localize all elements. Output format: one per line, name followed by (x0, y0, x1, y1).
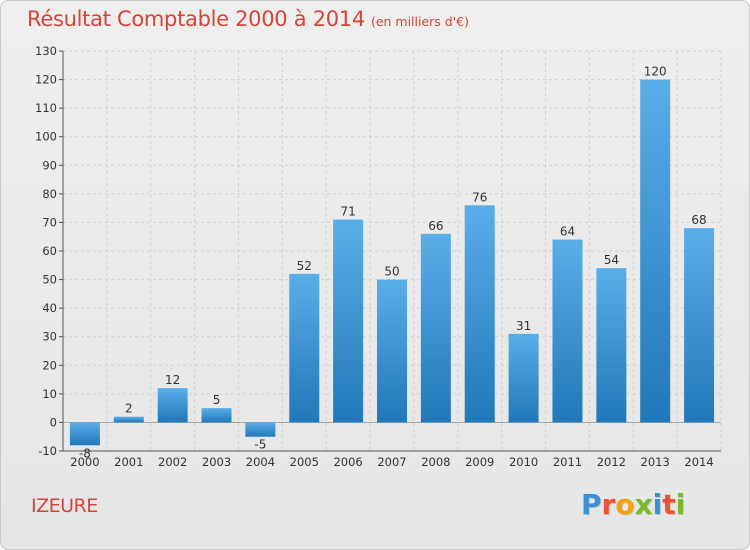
x-tick-label: 2000 (70, 455, 99, 469)
logo-letter: x (634, 488, 653, 521)
value-label: 5 (213, 393, 221, 407)
y-tick-label: 80 (42, 187, 57, 201)
value-label: 66 (428, 219, 443, 233)
bar-2006 (333, 219, 364, 423)
value-label: 31 (516, 319, 531, 333)
value-label: 71 (340, 205, 355, 219)
y-tick-label: -10 (38, 444, 57, 458)
value-label: 64 (560, 225, 575, 239)
bar-2003 (201, 408, 232, 423)
value-labels: -8 2 12 5 -5 52 71 50 66 76 31 64 54 120 68 (79, 65, 707, 461)
y-tick-label: 100 (35, 130, 57, 144)
logo-letter: P (581, 488, 602, 521)
bar-2011 (552, 239, 583, 423)
x-tick-label: 2010 (509, 455, 538, 469)
y-tick-label: 120 (35, 73, 57, 87)
bars (69, 79, 715, 446)
bar-2014 (684, 228, 715, 423)
y-tick-label: 0 (50, 415, 57, 429)
city-name: IZEURE (31, 495, 98, 517)
value-label: 50 (384, 265, 399, 279)
x-tick-label: 2006 (333, 455, 362, 469)
y-tick-label: 130 (35, 44, 57, 58)
y-tick-label: 20 (42, 358, 57, 372)
y-tick-label: 70 (42, 215, 57, 229)
y-tick-label: 90 (42, 158, 57, 172)
x-tick-label: 2005 (290, 455, 319, 469)
x-tick-label: 2004 (246, 455, 275, 469)
x-tick-label: 2009 (465, 455, 494, 469)
value-label: 120 (644, 65, 667, 79)
x-tick-label: 2007 (377, 455, 406, 469)
bar-2009 (464, 205, 495, 423)
value-label: 2 (125, 402, 133, 416)
chart-title-text: Résultat Comptable 2000 à 2014 (27, 7, 365, 31)
x-tick-label: 2013 (641, 455, 670, 469)
x-tick-label: 2002 (158, 455, 187, 469)
y-tick-label: 110 (35, 101, 57, 115)
logo-letter: i (652, 488, 663, 521)
value-label: 76 (472, 190, 487, 204)
bar-2010 (508, 333, 539, 423)
proxiti-logo: Proxiti (581, 488, 685, 521)
logo-letter: r (601, 488, 616, 521)
logo-letter: i (675, 488, 686, 521)
x-tick-label: 2012 (597, 455, 626, 469)
value-label: -5 (254, 438, 266, 452)
x-tick-label: 2008 (421, 455, 450, 469)
value-label: -8 (79, 446, 91, 460)
bar-2001 (113, 416, 144, 423)
x-tick-label: 2001 (114, 455, 143, 469)
bar-2000 (69, 422, 100, 446)
x-tick-label: 2011 (553, 455, 582, 469)
chart-title: Résultat Comptable 2000 à 2014 (en millie… (27, 7, 469, 31)
bar-2007 (377, 279, 407, 423)
value-label: 12 (165, 373, 180, 387)
bar-2005 (289, 273, 320, 423)
x-tick-label: 2003 (202, 455, 231, 469)
logo-letter: o (615, 488, 635, 521)
bar-2008 (420, 233, 451, 423)
chart-subtitle: (en milliers d'€) (370, 14, 469, 29)
y-tick-label: 10 (42, 387, 57, 401)
y-tick-label: 30 (42, 330, 57, 344)
value-label: 52 (297, 259, 312, 273)
value-label: 54 (604, 253, 619, 267)
bar-2012 (596, 268, 627, 423)
bar-2002 (157, 388, 188, 423)
logo-letter: t (662, 488, 676, 521)
y-tick-label: 60 (42, 244, 57, 258)
x-tick-label: 2014 (684, 455, 713, 469)
bar-2004 (245, 422, 276, 437)
bar-2013 (640, 79, 671, 423)
axes: -10 0 10 20 30 40 50 60 70 80 90 100 110 120 130 2000 20… (35, 44, 721, 469)
y-tick-label: 40 (42, 301, 57, 315)
value-label: 68 (691, 213, 706, 227)
y-tick-label: 50 (42, 273, 57, 287)
